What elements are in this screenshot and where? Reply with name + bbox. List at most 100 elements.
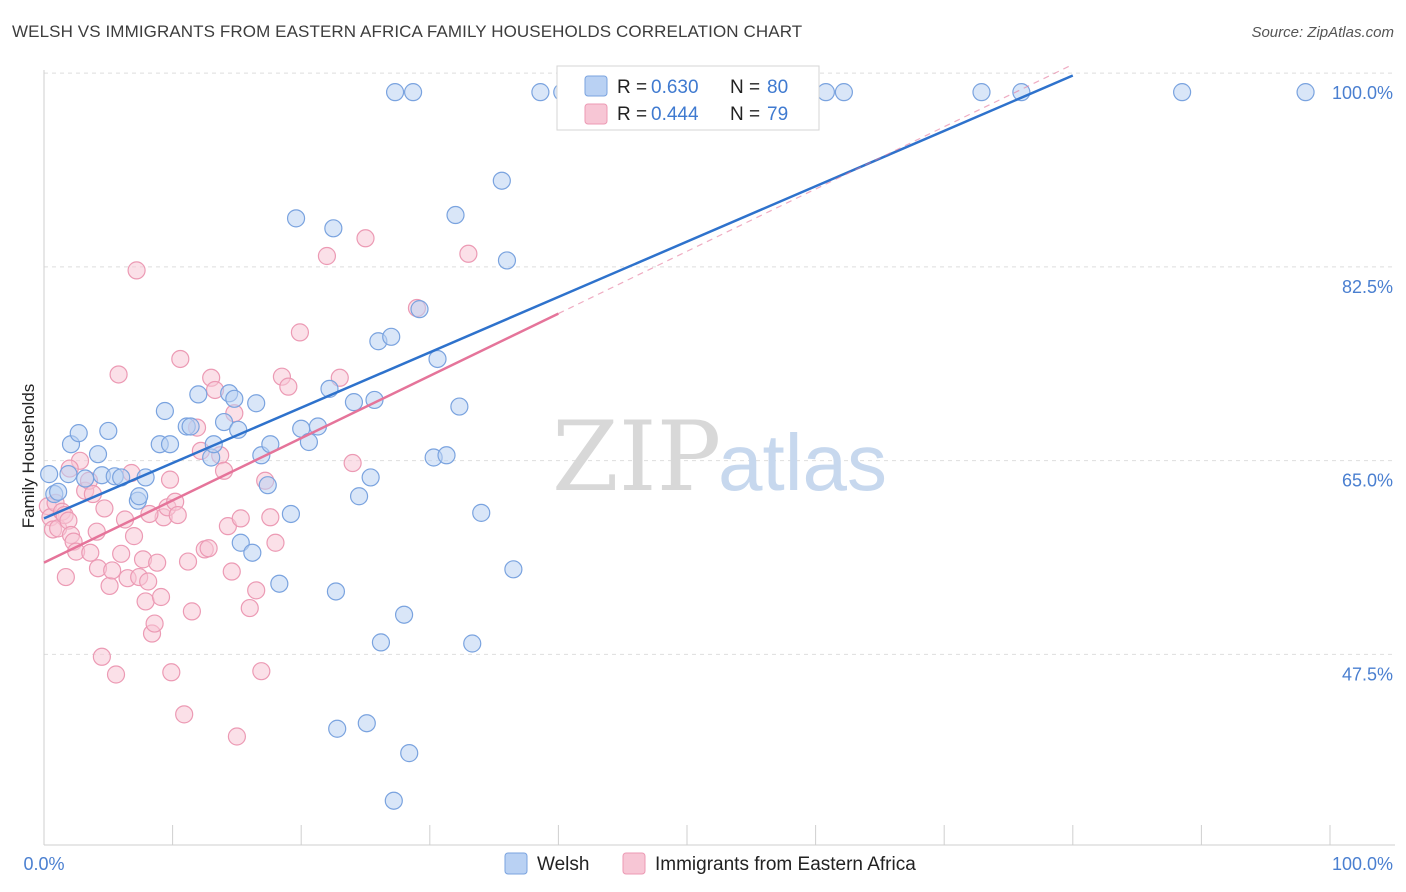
immig-point: [92, 647, 111, 666]
legend-r-label: R =: [617, 104, 647, 125]
immig-point: [182, 602, 201, 621]
welsh-point: [99, 421, 118, 441]
immig-point: [199, 539, 218, 558]
legend-n-value-immig: 79: [767, 104, 788, 125]
watermark: ZIP atlas: [552, 401, 887, 513]
immig-point: [160, 470, 180, 489]
welsh-point: [497, 251, 517, 270]
welsh-point: [40, 465, 59, 484]
immig-trendline-extension: [558, 63, 1074, 315]
immig-point: [56, 567, 75, 587]
immig-point: [175, 705, 194, 724]
welsh-point: [328, 719, 347, 738]
immig-point: [171, 349, 190, 369]
axis-layer: 0.0% 100.0%: [23, 70, 1395, 874]
immig-point: [178, 552, 198, 571]
immig-point: [261, 508, 280, 527]
immig-point: [145, 614, 164, 633]
welsh-point: [357, 714, 376, 733]
immig-point: [139, 572, 158, 591]
legend-n-label: N =: [730, 77, 760, 98]
welsh-point: [270, 574, 289, 593]
immig-point: [317, 246, 337, 266]
welsh-point: [531, 83, 550, 102]
welsh-point: [385, 83, 405, 102]
y-tick-label: 82.5%: [1342, 277, 1393, 297]
immig-point: [81, 543, 100, 562]
immig-point: [459, 244, 478, 263]
welsh-point: [231, 533, 250, 552]
immig-point: [106, 665, 126, 684]
x-tick-label-max: 100.0%: [1332, 854, 1393, 874]
welsh-point: [361, 468, 380, 487]
immig-point: [290, 323, 310, 342]
grid-layer: 47.5% 65.0% 82.5% 100.0%: [44, 72, 1395, 684]
welsh-point: [243, 543, 262, 562]
stats-legend: R = 0.630 N = 80 R = 0.444 N = 79: [556, 65, 820, 131]
welsh-point: [181, 417, 200, 436]
immig-point: [231, 509, 250, 528]
y-tick-label: 65.0%: [1342, 471, 1393, 491]
welsh-point: [384, 791, 403, 810]
series-legend: Welsh Immigrants from Eastern Africa: [504, 852, 916, 875]
immig-point: [124, 527, 144, 546]
immig-point: [266, 533, 285, 552]
immig-point: [136, 592, 155, 611]
immig-point: [148, 553, 167, 572]
source-credit: Source: ZipAtlas.com: [1251, 24, 1394, 41]
welsh-point: [59, 465, 78, 484]
watermark-atlas: atlas: [718, 418, 887, 507]
immig-point: [343, 453, 362, 473]
welsh-point: [160, 435, 180, 454]
welsh-point: [76, 469, 95, 488]
welsh-point: [344, 393, 364, 412]
welsh-point: [349, 487, 369, 506]
immig-point: [168, 505, 187, 525]
welsh-point: [403, 83, 423, 102]
immig-point: [356, 229, 375, 248]
welsh-point: [410, 300, 429, 319]
legend-swatch-welsh: [584, 75, 608, 97]
legend-r-label: R =: [617, 77, 647, 98]
immig-point: [100, 576, 119, 596]
welsh-point: [437, 446, 456, 465]
welsh-point: [834, 83, 853, 102]
y-tick-label: 100.0%: [1332, 83, 1393, 103]
immig-point: [127, 261, 146, 280]
welsh-point: [400, 744, 419, 763]
welsh-point: [281, 504, 301, 524]
legend-n-label: N =: [730, 104, 760, 125]
welsh-point: [324, 219, 343, 238]
legend-r-value-immig: 0.444: [651, 104, 699, 125]
immig-point: [330, 368, 349, 387]
welsh-point: [49, 482, 68, 501]
legend-swatch-welsh: [504, 852, 528, 875]
welsh-point: [286, 209, 306, 228]
welsh-point: [1296, 83, 1315, 102]
immig-point: [109, 365, 128, 384]
welsh-point: [225, 389, 244, 408]
legend-r-value-welsh: 0.630: [651, 77, 699, 98]
welsh-point: [504, 560, 523, 579]
legend-label-immig: Immigrants from Eastern Africa: [655, 854, 916, 875]
legend-swatch-immig: [584, 103, 608, 125]
immig-point: [279, 377, 298, 396]
immig-point: [151, 587, 171, 607]
welsh-point: [816, 83, 835, 102]
welsh-point: [428, 349, 447, 369]
legend-label-welsh: Welsh: [537, 854, 589, 875]
trend-layer: [43, 63, 1074, 564]
welsh-point: [382, 327, 401, 346]
welsh-point: [326, 582, 346, 601]
welsh-point: [472, 503, 491, 522]
welsh-point: [130, 487, 149, 506]
x-tick-label-min: 0.0%: [23, 854, 64, 874]
welsh-point: [492, 171, 511, 190]
legend-n-value-welsh: 80: [767, 77, 788, 98]
welsh-point: [88, 445, 108, 464]
immig-point: [95, 499, 114, 518]
welsh-point: [972, 83, 991, 102]
y-tick-label: 47.5%: [1342, 664, 1393, 684]
welsh-point: [1173, 83, 1192, 102]
